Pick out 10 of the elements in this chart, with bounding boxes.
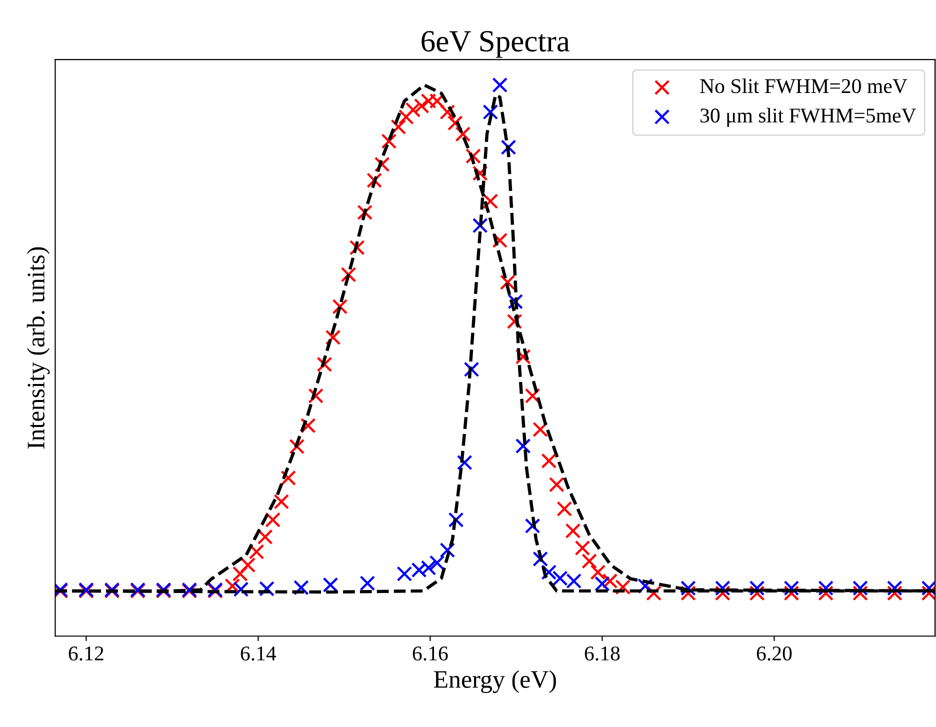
x-tick-label: 6.16 [412, 646, 448, 661]
x-tick-label: 6.14 [240, 646, 276, 661]
x-tick-label: 6.18 [584, 646, 620, 661]
x-tick-label: 6.12 [68, 646, 104, 661]
x-tick-label: 6.20 [756, 646, 792, 661]
legend-label: 30 μm slit FWHM=5meV [700, 108, 916, 127]
y-axis-title: Intensity (arb. units) [26, 247, 50, 449]
chart-title: 6eV Spectra [422, 31, 570, 58]
x-axis-title: Energy (eV) [434, 670, 556, 694]
legend-label: No Slit FWHM=20 meV [700, 78, 908, 94]
